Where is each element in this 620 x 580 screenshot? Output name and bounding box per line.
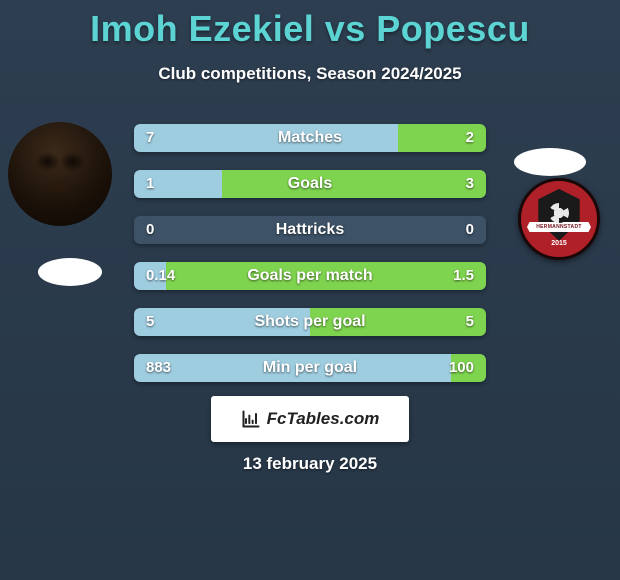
club-badge-year: 2015 xyxy=(551,240,567,247)
page-title: Imoh Ezekiel vs Popescu xyxy=(0,0,620,50)
stat-label: Shots per goal xyxy=(134,308,486,336)
date-text: 13 february 2025 xyxy=(0,454,620,474)
stat-value-right: 3 xyxy=(466,170,474,198)
player-left-flag xyxy=(38,258,102,286)
player-right-flag xyxy=(514,148,586,176)
subtitle: Club competitions, Season 2024/2025 xyxy=(0,64,620,84)
stat-label: Goals per match xyxy=(134,262,486,290)
stats-container: 7Matches2 1Goals3 0Hattricks0 0.14Goals per… xyxy=(134,124,486,400)
player-left-avatar xyxy=(8,122,112,226)
stat-row: 883Min per goal100 xyxy=(134,354,486,382)
source-text: FcTables.com xyxy=(267,409,380,429)
source-badge: FcTables.com xyxy=(211,396,409,442)
stat-value-right: 0 xyxy=(466,216,474,244)
club-badge-banner: HERMANNSTADT xyxy=(527,222,591,232)
chart-icon xyxy=(241,409,261,429)
club-right-badge: HERMANNSTADT 2015 xyxy=(518,178,600,260)
stat-row: 7Matches2 xyxy=(134,124,486,152)
stat-value-right: 100 xyxy=(449,354,474,382)
stat-label: Hattricks xyxy=(134,216,486,244)
stat-label: Min per goal xyxy=(134,354,486,382)
stat-label: Matches xyxy=(134,124,486,152)
stat-value-right: 1.5 xyxy=(453,262,474,290)
stat-row: 1Goals3 xyxy=(134,170,486,198)
stat-label: Goals xyxy=(134,170,486,198)
stat-row: 0.14Goals per match1.5 xyxy=(134,262,486,290)
stat-value-right: 5 xyxy=(466,308,474,336)
stat-row: 0Hattricks0 xyxy=(134,216,486,244)
stat-row: 5Shots per goal5 xyxy=(134,308,486,336)
stat-value-right: 2 xyxy=(466,124,474,152)
